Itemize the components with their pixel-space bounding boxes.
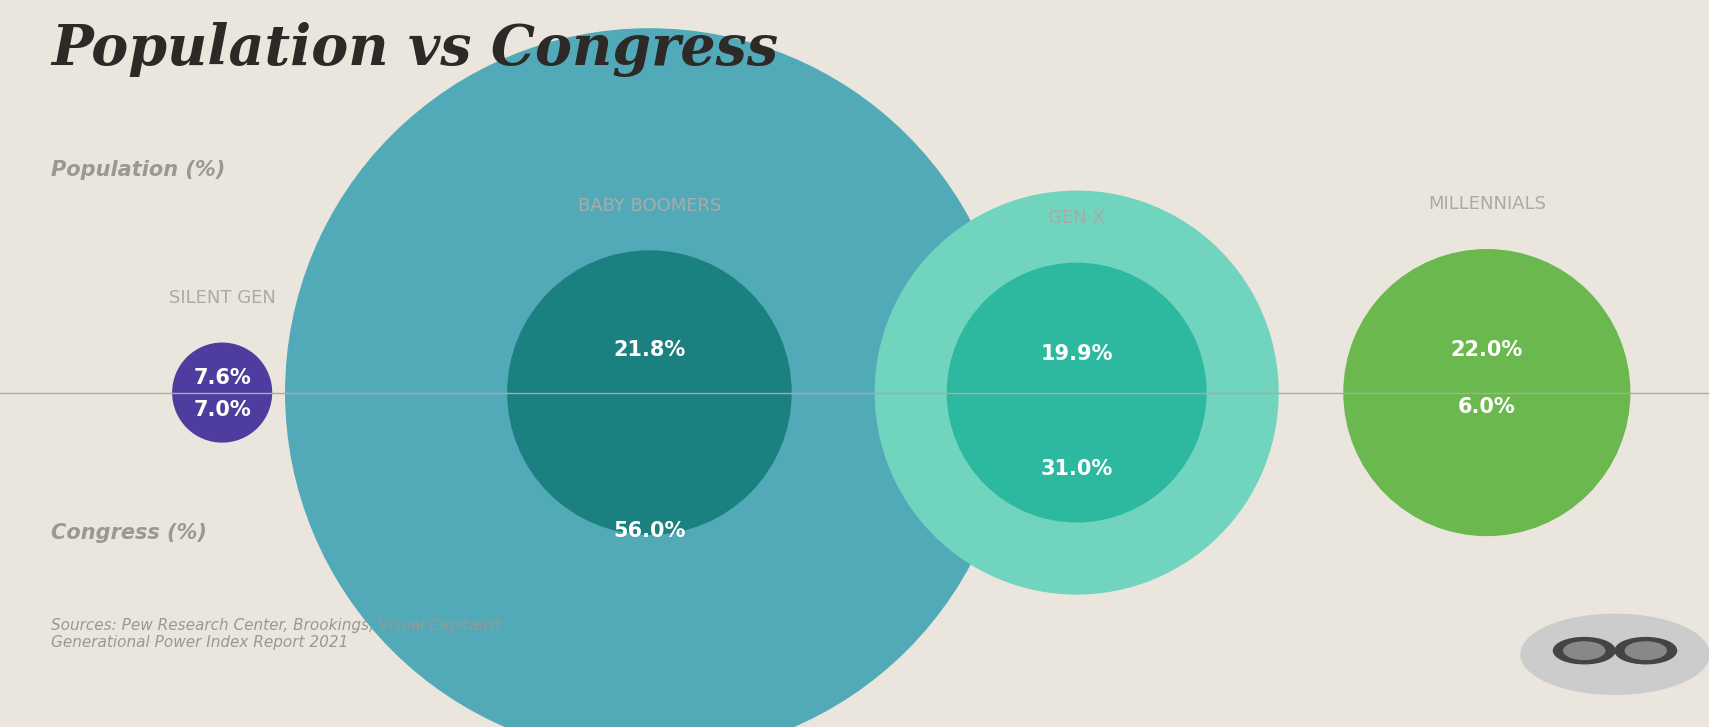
Text: Congress (%): Congress (%)	[51, 523, 207, 544]
Text: 56.0%: 56.0%	[614, 521, 685, 541]
Circle shape	[1615, 638, 1677, 664]
Circle shape	[1553, 638, 1615, 664]
Circle shape	[1521, 614, 1709, 694]
Text: Population vs Congress: Population vs Congress	[51, 22, 778, 77]
Text: SILENT GEN: SILENT GEN	[169, 289, 275, 307]
Text: 7.0%: 7.0%	[193, 400, 251, 420]
Text: 6.0%: 6.0%	[1458, 398, 1516, 417]
Text: BABY BOOMERS: BABY BOOMERS	[578, 197, 721, 214]
Ellipse shape	[875, 191, 1278, 594]
Ellipse shape	[285, 29, 1013, 727]
Circle shape	[1625, 642, 1666, 659]
Ellipse shape	[173, 343, 272, 442]
Text: Population (%): Population (%)	[51, 160, 226, 180]
Ellipse shape	[1343, 249, 1630, 536]
Text: 7.6%: 7.6%	[193, 368, 251, 387]
Text: Sources: Pew Research Center, Brookings, Visual Capitalist
Generational Power In: Sources: Pew Research Center, Brookings,…	[51, 618, 501, 651]
Text: 31.0%: 31.0%	[1041, 459, 1113, 479]
Ellipse shape	[1448, 353, 1526, 432]
Ellipse shape	[947, 263, 1207, 522]
Text: GEN X: GEN X	[1048, 209, 1106, 227]
Ellipse shape	[176, 347, 268, 438]
Text: 19.9%: 19.9%	[1041, 344, 1113, 364]
Text: MILLENNIALS: MILLENNIALS	[1427, 196, 1547, 213]
Circle shape	[1564, 642, 1605, 659]
Ellipse shape	[508, 251, 791, 534]
Text: 22.0%: 22.0%	[1451, 340, 1523, 360]
Text: 21.8%: 21.8%	[614, 340, 685, 360]
